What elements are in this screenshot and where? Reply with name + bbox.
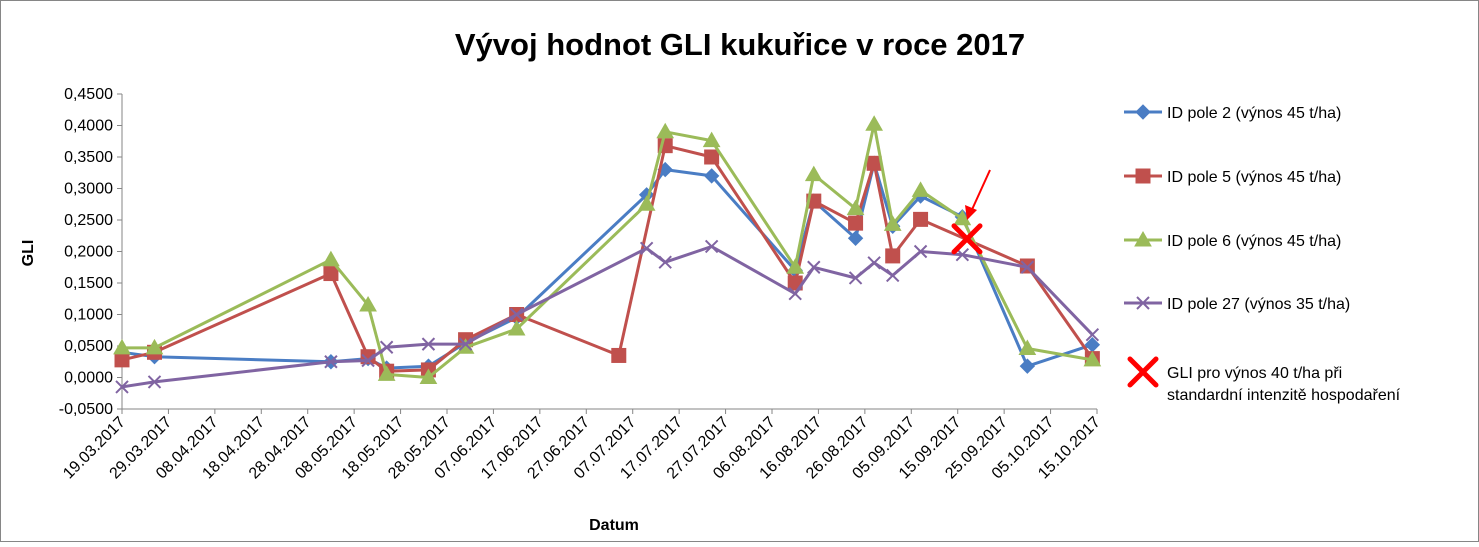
data-point: [703, 168, 720, 184]
data-point: [361, 353, 375, 368]
data-point: [113, 338, 131, 355]
legend-marker: [1127, 356, 1159, 388]
y-axis-label: GLI: [20, 240, 37, 267]
data-point: [786, 258, 805, 274]
data-point: [658, 255, 672, 269]
data-point: [953, 209, 972, 226]
data-point: [847, 230, 864, 246]
data-point: [1085, 327, 1100, 342]
legend-entry-4: ID pole 27 (výnos 35 t/ha): [1124, 296, 1350, 313]
series-5: [951, 223, 983, 255]
y-tick-label: -0,0500: [59, 401, 113, 418]
data-point: [359, 296, 377, 312]
data-point: [456, 338, 475, 354]
chart-title: Vývoj hodnot GLI kukuřice v roce 2017: [455, 27, 1025, 62]
legend-marker: [1134, 230, 1152, 247]
data-point: [846, 199, 865, 216]
arrow-head: [965, 205, 977, 220]
data-point: [1020, 260, 1035, 274]
data-point: [324, 355, 338, 369]
y-tick-label: 0,1000: [64, 307, 113, 324]
series-3: [113, 115, 1102, 384]
data-point: [147, 375, 162, 389]
data-point: [913, 211, 929, 227]
data-point: [637, 195, 656, 211]
y-tick-label: 0,3000: [64, 181, 113, 198]
data-point: [848, 271, 863, 285]
data-point: [322, 250, 340, 267]
data-point: [323, 266, 339, 282]
y-tick-label: 0,3500: [64, 149, 113, 166]
data-point: [951, 223, 983, 255]
data-point: [867, 256, 881, 270]
legend-label: ID pole 5 (výnos 45 t/ha): [1167, 169, 1341, 186]
data-point: [114, 352, 130, 368]
data-point: [804, 165, 823, 182]
data-point: [883, 215, 902, 231]
legend-entry-3: ID pole 6 (výnos 45 t/ha): [1124, 230, 1341, 250]
x-axis-label: Datum: [589, 517, 639, 534]
legend-entry-2: ID pole 5 (výnos 45 t/ha): [1124, 168, 1341, 186]
data-point: [865, 115, 884, 131]
data-point: [1018, 339, 1037, 356]
legend-label-line: standardní intenzitě hospodaření: [1167, 387, 1401, 404]
data-point: [1083, 350, 1102, 367]
legend-marker: [1136, 296, 1150, 310]
data-point: [704, 239, 719, 254]
legend-label-line: GLI pro výnos 40 t/ha při: [1167, 365, 1342, 382]
y-tick-label: 0,0000: [64, 370, 113, 387]
data-point: [509, 307, 524, 322]
arrow-shaft: [969, 169, 991, 215]
data-point: [458, 337, 473, 351]
legend-label: ID pole 6 (výnos 45 t/ha): [1167, 233, 1341, 250]
legend-marker: [1135, 104, 1151, 120]
data-point: [788, 287, 802, 301]
series-4: [115, 239, 1100, 394]
data-point: [702, 131, 721, 148]
data-point: [1019, 358, 1036, 374]
data-point: [848, 215, 864, 231]
annotation-layer: [965, 169, 991, 220]
data-point: [807, 260, 821, 274]
data-point: [145, 338, 164, 355]
y-tick-label: 0,4500: [64, 86, 113, 103]
legend-label: GLI pro výnos 40 t/ha při standardní inte…: [1167, 365, 1401, 404]
data-point: [911, 181, 930, 197]
data-point: [421, 337, 436, 351]
legend-entry-1: ID pole 2 (výnos 45 t/ha): [1124, 104, 1341, 122]
annotation-arrow: [965, 169, 991, 220]
data-point: [377, 365, 396, 381]
y-tick-label: 0,4000: [64, 118, 113, 135]
data-point: [885, 248, 901, 264]
data-point: [704, 149, 720, 165]
data-point: [611, 347, 627, 363]
data-point: [379, 340, 394, 354]
data-point: [115, 380, 129, 394]
legend-marker: [1135, 168, 1151, 184]
data-point: [507, 319, 526, 336]
y-tick-label: 0,2500: [64, 212, 113, 229]
data-point: [419, 368, 438, 384]
series-layer: [113, 115, 1102, 394]
y-tick-label: 0,0500: [64, 338, 113, 355]
data-point: [913, 244, 928, 259]
legend-label: ID pole 2 (výnos 45 t/ha): [1167, 105, 1341, 122]
data-point: [656, 122, 675, 139]
legend: ID pole 2 (výnos 45 t/ha) ID pole 5 (výno…: [1124, 104, 1401, 404]
data-point: [886, 268, 900, 283]
y-tick-label: 0,1500: [64, 275, 113, 292]
legend-label: ID pole 27 (výnos 35 t/ha): [1167, 296, 1350, 313]
data-point: [639, 241, 654, 256]
y-tick-label: 0,2000: [64, 244, 113, 261]
legend-entry-5: GLI pro výnos 40 t/ha při standardní inte…: [1127, 356, 1401, 404]
